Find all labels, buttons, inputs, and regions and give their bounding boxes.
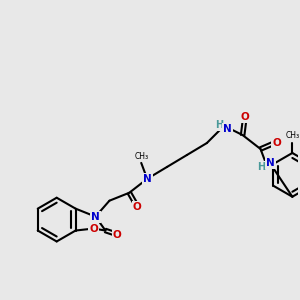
Text: CH₃: CH₃	[134, 152, 148, 161]
Text: CH₃: CH₃	[285, 131, 299, 140]
Text: O: O	[272, 138, 281, 148]
Text: O: O	[133, 202, 142, 212]
Text: N: N	[224, 124, 232, 134]
Text: N: N	[91, 212, 100, 222]
Text: O: O	[89, 224, 98, 233]
Text: O: O	[240, 112, 249, 122]
Text: O: O	[113, 230, 122, 239]
Text: N: N	[266, 158, 275, 168]
Text: H: H	[215, 120, 223, 130]
Text: N: N	[143, 174, 152, 184]
Text: H: H	[257, 162, 266, 172]
